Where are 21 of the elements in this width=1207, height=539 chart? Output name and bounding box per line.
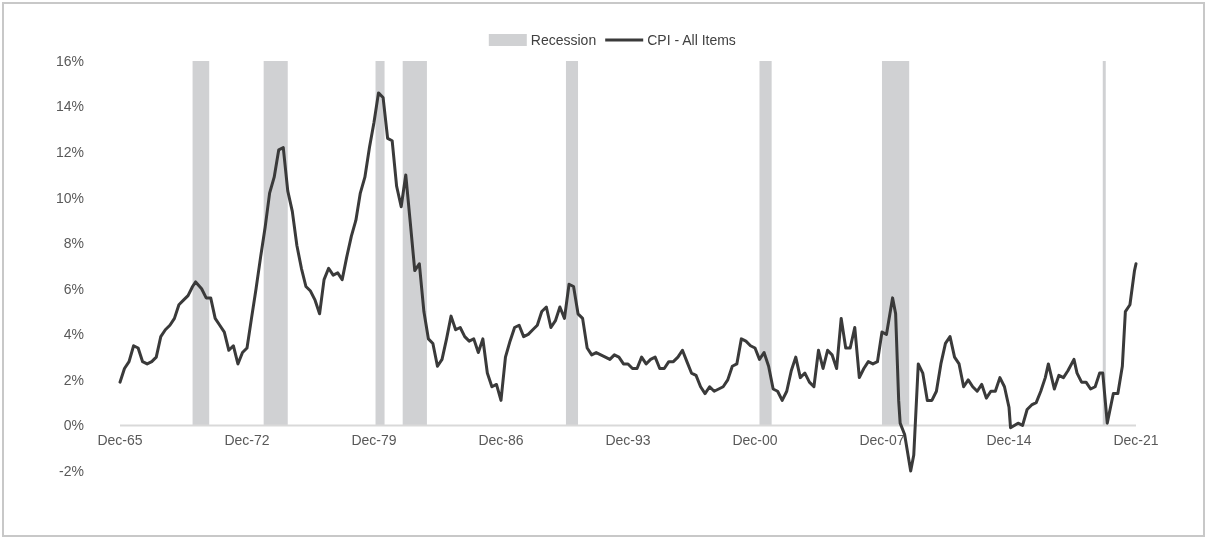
y-tick-label: 10% [55,189,84,206]
y-tick-label: 0% [63,417,84,434]
x-tick-label: Dec-93 [605,432,651,449]
y-tick-label: 12% [55,144,84,161]
y-tick-label: 14% [55,98,84,115]
x-tick-label: Dec-00 [732,432,778,449]
x-tick-label: Dec-14 [986,432,1032,449]
legend-label: CPI - All Items [647,31,736,48]
x-tick-label: Dec-07 [859,432,905,449]
y-tick-label: 4% [63,326,84,343]
y-tick-label: -2% [59,462,84,479]
y-tick-label: 2% [63,371,84,388]
y-tick-label: 8% [63,235,84,252]
x-tick-label: Dec-79 [351,432,397,449]
x-tick-label: Dec-72 [224,432,270,449]
x-tick-label: Dec-65 [97,432,143,449]
y-tick-label: 16% [55,52,84,69]
legend-label: Recession [530,31,597,48]
x-tick-label: Dec-86 [478,432,524,449]
y-tick-label: 6% [63,280,84,297]
x-tick-label: Dec-21 [1113,432,1159,449]
